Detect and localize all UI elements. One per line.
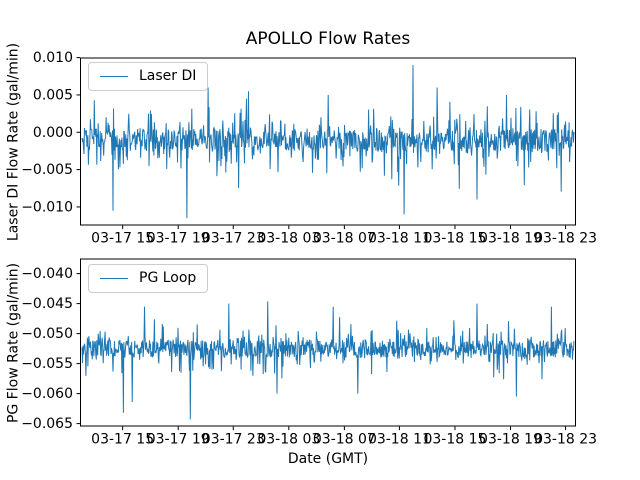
y-axis-label-pg: PG Flow Rate (gal/min) — [5, 262, 22, 424]
x-tick-label: 03-17 19 — [147, 231, 210, 247]
y-tick-label: −0.055 — [22, 356, 73, 372]
x-tick-label: 03-17 23 — [202, 231, 265, 247]
y-tick-label: −0.065 — [22, 416, 73, 432]
y-tick-label: −0.005 — [22, 162, 73, 178]
legend-label: PG Loop — [139, 270, 197, 286]
legend-pg-loop: PG Loop — [88, 264, 209, 293]
axes-frame — [80, 258, 576, 427]
series-line — [81, 65, 575, 219]
x-tick-label: 03-18 15 — [423, 231, 486, 247]
x-tick-label: 03-17 23 — [202, 432, 265, 448]
y-tick-label: −0.050 — [22, 326, 73, 342]
x-tick-label: 03-18 03 — [257, 231, 320, 247]
x-tick-label: 03-18 19 — [479, 432, 542, 448]
legend-line-icon — [100, 76, 128, 77]
chart-title: APOLLO Flow Rates — [245, 29, 411, 49]
x-axis-label: Date (GMT) — [287, 451, 369, 467]
x-tick-label: 03-17 19 — [147, 432, 210, 448]
x-tick-label: 03-18 23 — [534, 231, 597, 247]
y-tick-label: −0.045 — [22, 296, 73, 312]
legend-laser-di: Laser DI — [88, 62, 209, 91]
legend-label: Laser DI — [139, 68, 197, 84]
x-tick-label: 03-18 11 — [368, 231, 431, 247]
x-tick-label: 03-18 03 — [257, 432, 320, 448]
x-tick-label: 03-18 15 — [423, 432, 486, 448]
y-tick-label: −0.010 — [22, 199, 73, 215]
axes-frame — [80, 57, 576, 226]
x-tick-label: 03-17 15 — [91, 432, 154, 448]
y-tick-label: 0.000 — [33, 125, 73, 141]
x-tick-label: 03-17 15 — [91, 231, 154, 247]
y-axis-label-laser-di: Laser DI Flow Rate (gal/min) — [5, 42, 22, 242]
y-tick-label: −0.060 — [22, 386, 73, 402]
x-tick-label: 03-18 19 — [479, 231, 542, 247]
series-line — [81, 301, 575, 420]
y-tick-label: 0.005 — [33, 87, 73, 103]
y-tick-label: −0.040 — [22, 266, 73, 282]
x-tick-label: 03-18 07 — [313, 432, 376, 448]
x-tick-label: 03-18 23 — [534, 432, 597, 448]
y-tick-label: 0.010 — [33, 50, 73, 66]
x-tick-label: 03-18 11 — [368, 432, 431, 448]
x-tick-label: 03-18 07 — [313, 231, 376, 247]
legend-line-icon — [100, 278, 128, 279]
